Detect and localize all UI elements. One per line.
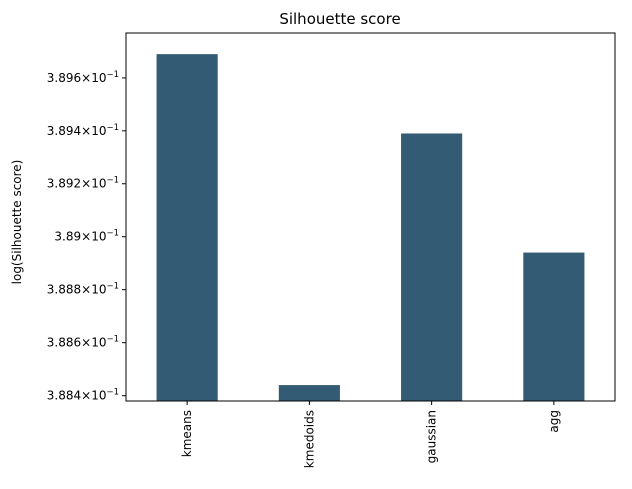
- y-tick-label: 3.888×10−1: [47, 282, 119, 297]
- x-tick-label: kmedoids: [302, 410, 316, 468]
- x-ticks-group: kmeans kmedoids gaussian agg: [180, 401, 561, 468]
- y-tick-mantissa: 3.886: [47, 336, 81, 350]
- bars-group: [156, 54, 585, 402]
- y-tick-exponent: −1: [106, 282, 119, 292]
- y-tick-times: ×10: [81, 336, 106, 350]
- y-tick-exponent: −1: [106, 388, 119, 398]
- y-tick-label: 3.884×10−1: [47, 388, 119, 403]
- plot-frame: [125, 32, 616, 402]
- y-tick-label: 3.89×10−1: [54, 229, 119, 244]
- y-tick-times: ×10: [81, 71, 106, 85]
- y-tick-times: ×10: [81, 177, 106, 191]
- bar-agg: [523, 252, 585, 401]
- y-tick-exponent: −1: [106, 335, 119, 345]
- bar-kmeans: [156, 54, 218, 402]
- x-tick-label: gaussian: [425, 410, 439, 463]
- bar-kmedoids: [278, 385, 340, 401]
- y-tick-mantissa: 3.892: [47, 177, 81, 191]
- chart-title: Silhouette score: [279, 10, 400, 28]
- y-tick-label: 3.896×10−1: [47, 70, 119, 85]
- y-tick-label: 3.892×10−1: [47, 176, 119, 191]
- y-tick-times: ×10: [81, 230, 106, 244]
- y-tick-times: ×10: [81, 124, 106, 138]
- y-tick-label: 3.886×10−1: [47, 335, 119, 350]
- y-tick-mantissa: 3.884: [47, 389, 81, 403]
- y-tick-mantissa: 3.89: [54, 230, 81, 244]
- y-tick-label: 3.894×10−1: [47, 123, 119, 138]
- x-tick-label: kmeans: [180, 410, 194, 457]
- y-tick-mantissa: 3.888: [47, 283, 81, 297]
- y-tick-exponent: −1: [106, 123, 119, 133]
- y-axis-label: log(Silhouette score): [10, 160, 24, 285]
- x-tick-label: agg: [547, 410, 561, 433]
- y-tick-exponent: −1: [106, 176, 119, 186]
- y-tick-mantissa: 3.894: [47, 124, 81, 138]
- bar-gaussian: [401, 133, 463, 401]
- y-tick-times: ×10: [81, 283, 106, 297]
- y-tick-mantissa: 3.896: [47, 71, 81, 85]
- y-ticks-group: 3.884×10−13.886×10−13.888×10−13.89×10−13…: [47, 70, 126, 403]
- y-tick-times: ×10: [81, 389, 106, 403]
- y-tick-exponent: −1: [106, 229, 119, 239]
- y-tick-exponent: −1: [106, 70, 119, 80]
